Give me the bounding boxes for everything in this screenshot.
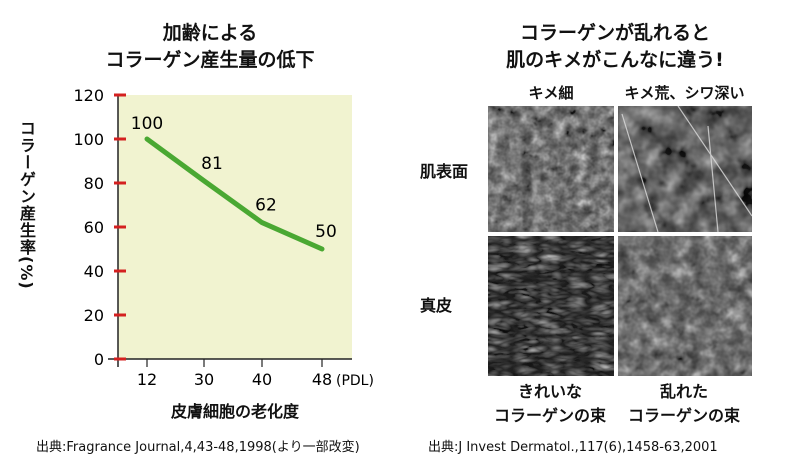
data-label: 62 <box>255 196 277 216</box>
x-tick-label: 48 <box>312 370 332 389</box>
y-tick-label: 100 <box>73 130 104 149</box>
right-title-line2: 肌のキメがこんなに違う! <box>506 49 724 71</box>
plot-background <box>118 95 352 359</box>
photo-column-label-rough: キメ荒、シワ深い <box>624 84 745 102</box>
photo-surface-fine <box>488 106 614 232</box>
y-tick-label: 40 <box>84 262 104 281</box>
y-axis-label: コラーゲン産生率(%) <box>17 120 36 290</box>
y-tick-label: 0 <box>94 350 104 369</box>
data-label: 81 <box>201 154 223 174</box>
left-title-line2: コラーゲン産生量の低下 <box>105 49 315 71</box>
series-line <box>144 136 325 252</box>
left-chart-title: 加齢による コラーゲン産生量の低下 <box>60 20 360 74</box>
y-tick-label: 80 <box>84 174 104 193</box>
source-citation-left: 出典:Fragrance Journal,4,43-48,1998(より一部改変… <box>36 440 360 455</box>
right-title-line1: コラーゲンが乱れると <box>519 22 710 44</box>
x-axis-label: 皮膚細胞の老化度 <box>170 402 299 421</box>
y-tick-label: 60 <box>84 218 104 237</box>
source-citation-right: 出典:J Invest Dermatol.,117(6),1458-63,200… <box>428 440 718 455</box>
photo-surface-rough <box>618 106 752 232</box>
x-tick-label: 40 <box>252 370 272 389</box>
right-photo-title: コラーゲンが乱れると 肌のキメがこんなに違う! <box>470 20 760 74</box>
photo-caption-rough: 乱れた コラーゲンの束 <box>614 380 754 428</box>
line-chart: 0 20 40 60 80 100 120 12 30 40 48 (PDL) 100 81 62 50 <box>73 86 374 389</box>
y-tick-label: 120 <box>73 86 104 105</box>
data-label: 100 <box>131 114 163 134</box>
photo-row-label-surface: 肌表面 <box>420 162 469 181</box>
x-tick-label: 30 <box>194 370 214 389</box>
caption-rough-line1: 乱れた <box>659 382 708 401</box>
photo-column-label-fine: キメ細 <box>528 84 574 102</box>
data-label: 50 <box>315 222 337 242</box>
left-title-line1: 加齢による <box>162 22 258 44</box>
x-unit-label: (PDL) <box>336 373 374 389</box>
photo-caption-fine: きれいな コラーゲンの束 <box>486 380 614 428</box>
y-tick-label: 20 <box>84 306 104 325</box>
x-tick-label: 12 <box>137 370 157 389</box>
caption-fine-line1: きれいな <box>517 382 582 401</box>
caption-rough-line2: コラーゲンの束 <box>627 406 740 425</box>
photo-dermis-rough <box>618 236 752 376</box>
photo-row-label-dermis: 真皮 <box>420 296 453 315</box>
caption-fine-line2: コラーゲンの束 <box>493 406 606 425</box>
photo-dermis-fine <box>488 236 614 376</box>
